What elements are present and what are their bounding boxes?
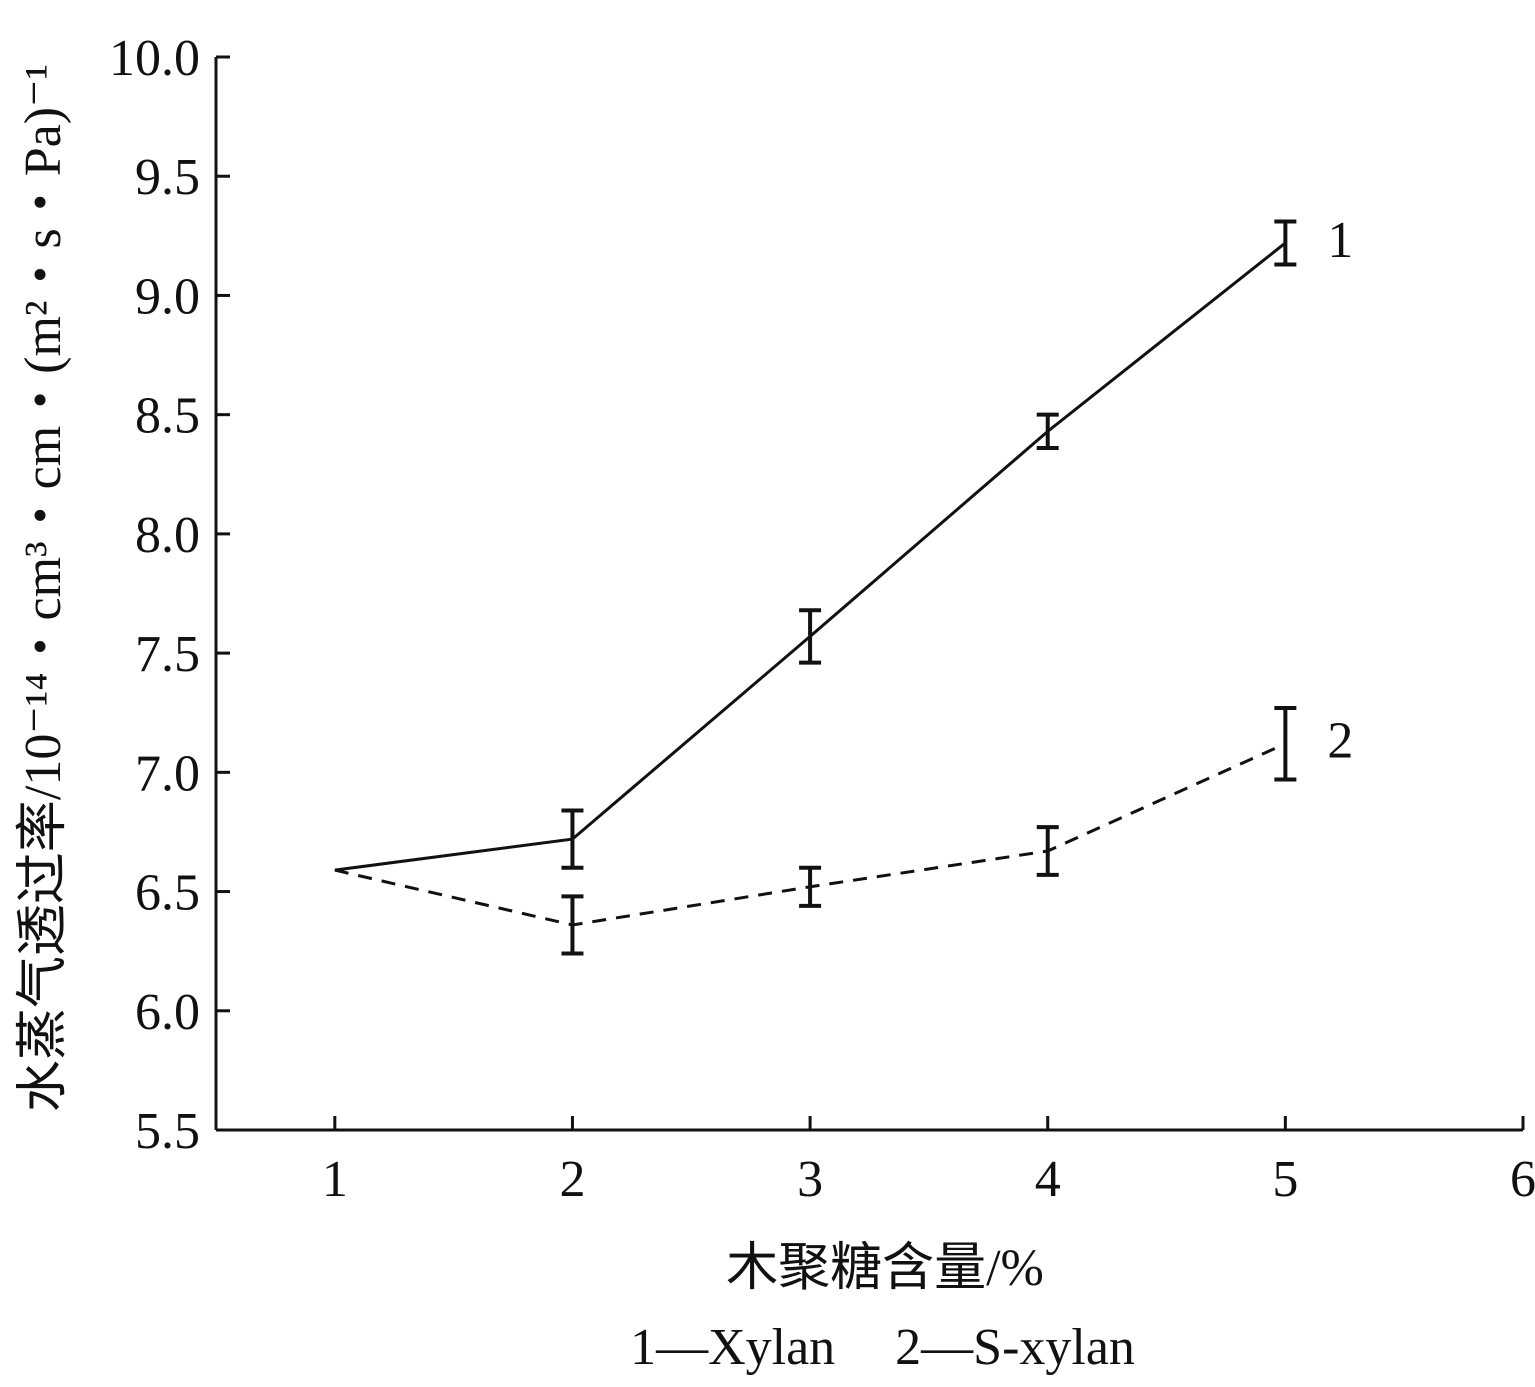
legend-item-s-xylan: 2—S-xylan [895, 1319, 1135, 1376]
y-axis-ticks: 5.5 6.0 6.5 7.0 7.5 8.0 8.5 9.0 9.5 10.0 [109, 30, 230, 1160]
series-line-xylan [334, 241, 1287, 872]
series-end-label: 1 [1327, 212, 1353, 269]
axes [214, 57, 1523, 1132]
y-tick-label: 6.5 [135, 865, 200, 922]
y-tick-label: 5.5 [135, 1103, 200, 1160]
series-end-label: 2 [1327, 713, 1353, 770]
legend: 1—Xylan 2—S-xylan [0, 1318, 1535, 1377]
x-tick-label: 2 [559, 1151, 585, 1208]
x-axis-ticks: 1 2 3 4 5 6 [322, 1116, 1535, 1208]
x-tick-label: 3 [797, 1151, 823, 1208]
error-bar [561, 894, 584, 956]
x-tick-label: 5 [1272, 1151, 1298, 1208]
y-tick-label: 9.5 [135, 149, 200, 206]
error-bar [1274, 705, 1297, 782]
y-axis-title: 水蒸气透过率/10⁻¹⁴・cm³・cm・(m²・s・Pa)⁻¹ [15, 64, 72, 1112]
y-tick-label: 10.0 [109, 30, 200, 87]
error-bar [799, 608, 822, 665]
x-tick-label: 1 [322, 1151, 348, 1208]
error-bar [1036, 412, 1059, 451]
error-bar [799, 865, 822, 908]
x-tick-label: 4 [1035, 1151, 1061, 1208]
series-layer: 12 [334, 212, 1353, 956]
y-tick-label: 8.5 [135, 388, 200, 445]
y-tick-label: 8.0 [135, 507, 200, 564]
error-bar [1036, 825, 1059, 877]
x-tick-label: 6 [1510, 1151, 1535, 1208]
y-tick-label: 6.0 [135, 984, 200, 1041]
y-tick-label: 7.0 [135, 745, 200, 802]
error-bar [561, 808, 584, 870]
legend-item-xylan: 1—Xylan [630, 1319, 836, 1376]
x-axis-title: 木聚糖含量/% [726, 1240, 1044, 1297]
error-bar [1274, 219, 1297, 267]
y-tick-label: 7.5 [135, 626, 200, 683]
y-tick-label: 9.0 [135, 268, 200, 325]
